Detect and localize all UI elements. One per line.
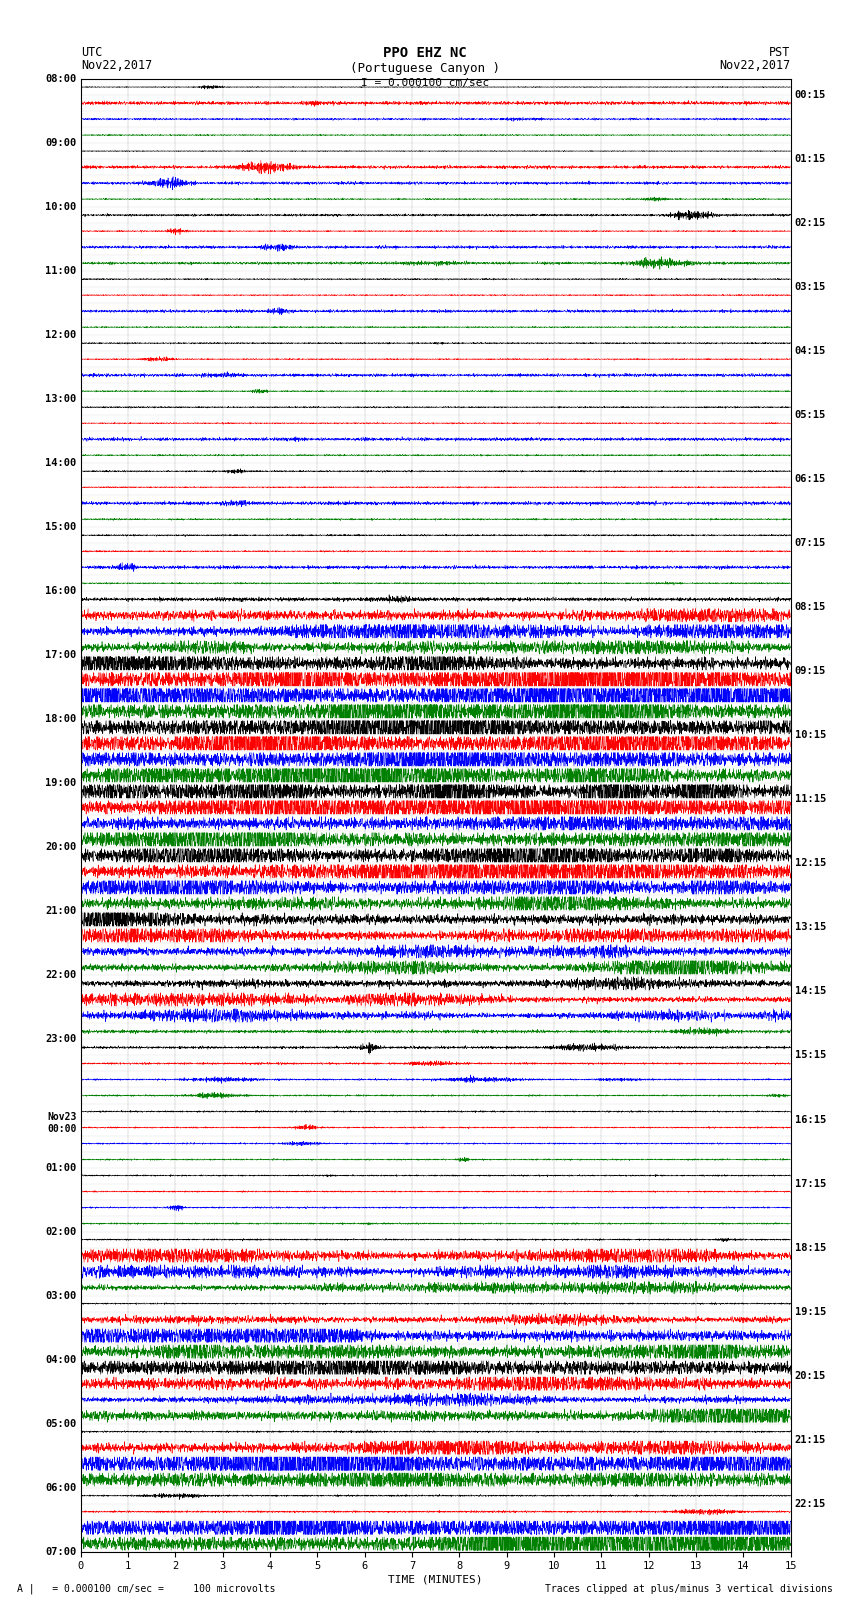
Text: 22:15: 22:15	[795, 1498, 826, 1508]
Text: Nov22,2017: Nov22,2017	[81, 58, 152, 71]
Text: 12:00: 12:00	[45, 331, 76, 340]
Text: UTC: UTC	[81, 45, 102, 58]
Text: 09:00: 09:00	[45, 139, 76, 148]
Text: 00:15: 00:15	[795, 90, 826, 100]
Text: 20:00: 20:00	[45, 842, 76, 852]
Text: 19:00: 19:00	[45, 779, 76, 789]
Text: 12:15: 12:15	[795, 858, 826, 868]
Text: 14:00: 14:00	[45, 458, 76, 468]
Text: 23:00: 23:00	[45, 1034, 76, 1045]
Text: 11:15: 11:15	[795, 794, 826, 805]
Text: 16:00: 16:00	[45, 586, 76, 597]
Text: 06:15: 06:15	[795, 474, 826, 484]
Text: Nov23: Nov23	[47, 1111, 76, 1121]
Text: 00:00: 00:00	[47, 1124, 76, 1134]
Text: 19:15: 19:15	[795, 1307, 826, 1316]
Text: I = 0.000100 cm/sec: I = 0.000100 cm/sec	[361, 77, 489, 87]
Text: 03:15: 03:15	[795, 282, 826, 292]
Text: 01:00: 01:00	[45, 1163, 76, 1173]
Text: 02:00: 02:00	[45, 1226, 76, 1237]
Text: 04:15: 04:15	[795, 347, 826, 356]
Text: Traces clipped at plus/minus 3 vertical divisions: Traces clipped at plus/minus 3 vertical …	[545, 1584, 833, 1594]
Text: 07:00: 07:00	[45, 1547, 76, 1557]
Text: 17:15: 17:15	[795, 1179, 826, 1189]
Text: 07:15: 07:15	[795, 539, 826, 548]
Text: PST: PST	[769, 45, 790, 58]
X-axis label: TIME (MINUTES): TIME (MINUTES)	[388, 1574, 483, 1584]
Text: 13:00: 13:00	[45, 394, 76, 405]
Text: 11:00: 11:00	[45, 266, 76, 276]
Text: 22:00: 22:00	[45, 971, 76, 981]
Text: 04:00: 04:00	[45, 1355, 76, 1365]
Text: 10:15: 10:15	[795, 731, 826, 740]
Text: 14:15: 14:15	[795, 987, 826, 997]
Text: 06:00: 06:00	[45, 1482, 76, 1492]
Text: 02:15: 02:15	[795, 218, 826, 227]
Text: 08:15: 08:15	[795, 602, 826, 613]
Text: 16:15: 16:15	[795, 1115, 826, 1124]
Text: 05:15: 05:15	[795, 410, 826, 421]
Text: 01:15: 01:15	[795, 155, 826, 165]
Text: 05:00: 05:00	[45, 1419, 76, 1429]
Text: 08:00: 08:00	[45, 74, 76, 84]
Text: 15:00: 15:00	[45, 523, 76, 532]
Text: 15:15: 15:15	[795, 1050, 826, 1060]
Text: 09:15: 09:15	[795, 666, 826, 676]
Text: 21:15: 21:15	[795, 1434, 826, 1445]
Text: 10:00: 10:00	[45, 202, 76, 211]
Text: 21:00: 21:00	[45, 907, 76, 916]
Text: 18:15: 18:15	[795, 1242, 826, 1253]
Text: 17:00: 17:00	[45, 650, 76, 660]
Text: 18:00: 18:00	[45, 715, 76, 724]
Text: PPO EHZ NC: PPO EHZ NC	[383, 47, 467, 60]
Text: Nov22,2017: Nov22,2017	[719, 58, 791, 71]
Text: 03:00: 03:00	[45, 1290, 76, 1300]
Text: 13:15: 13:15	[795, 923, 826, 932]
Text: (Portuguese Canyon ): (Portuguese Canyon )	[350, 61, 500, 76]
Text: 20:15: 20:15	[795, 1371, 826, 1381]
Text: A |   = 0.000100 cm/sec =     100 microvolts: A | = 0.000100 cm/sec = 100 microvolts	[17, 1582, 275, 1594]
